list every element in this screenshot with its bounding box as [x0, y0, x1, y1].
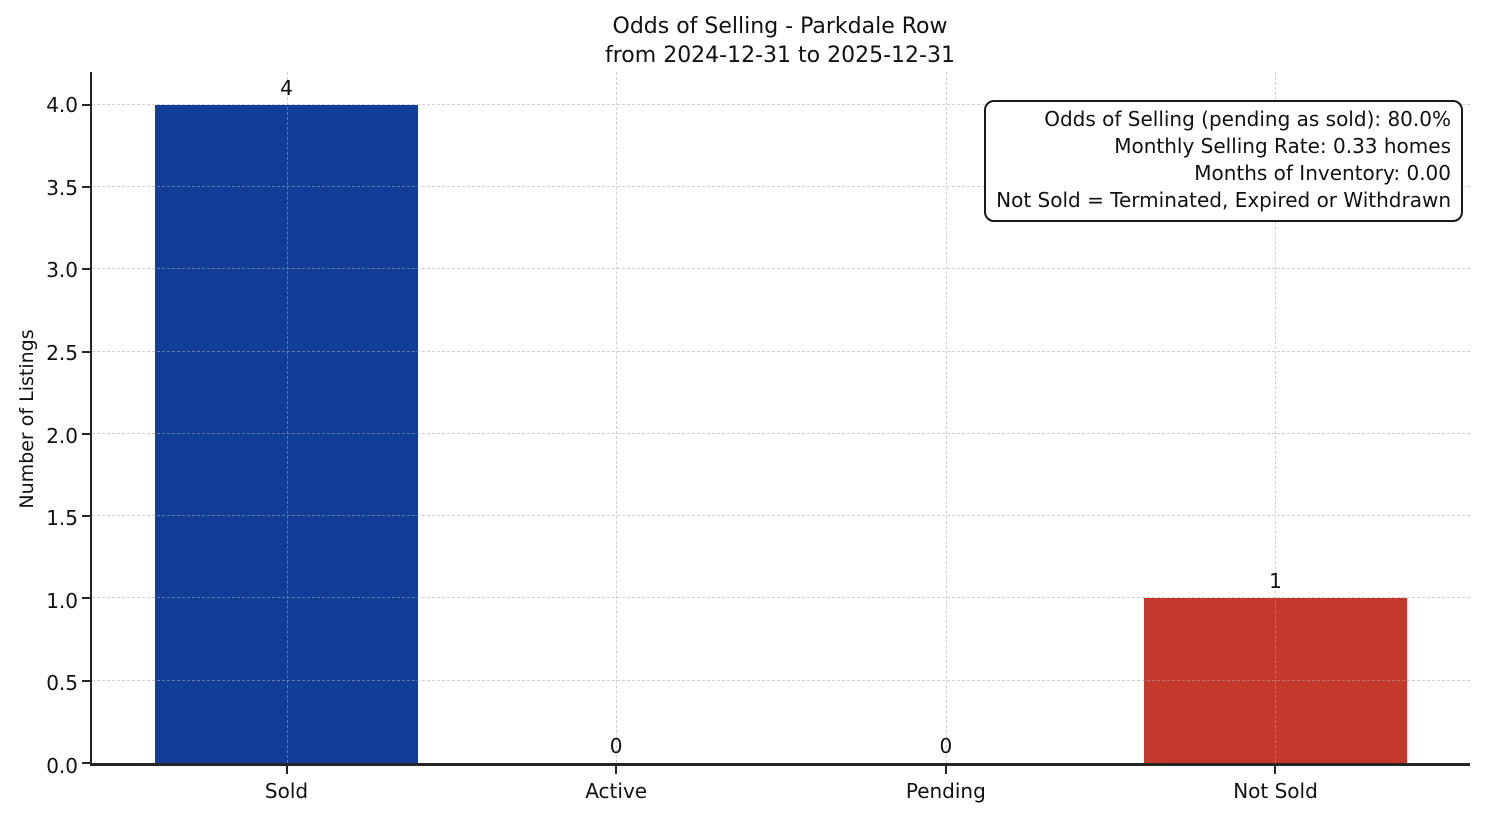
- y-tick-4.0: [82, 103, 90, 106]
- xtick-label-pending: Pending: [905, 779, 986, 803]
- ytick-label-4.0: 4.0: [46, 93, 78, 118]
- stat-monthly-selling-rate: Monthly Selling Rate: 0.33 homes: [1114, 134, 1451, 158]
- bar-value-label-pending: 0: [939, 734, 953, 758]
- x-tick-pending: [944, 766, 947, 774]
- stat-not-sold-definition: Not Sold = Terminated, Expired or Withdr…: [996, 188, 1451, 212]
- y-tick-0.0: [82, 762, 90, 764]
- ytick-label-2.5: 2.5: [46, 340, 78, 365]
- y-tick-3.0: [82, 268, 90, 271]
- xtick-label-not-sold: Not Sold: [1233, 779, 1318, 803]
- bar-value-label-active: 0: [609, 734, 623, 758]
- ytick-label-1.0: 1.0: [46, 588, 78, 613]
- ytick-label-2.0: 2.0: [46, 423, 78, 448]
- x-tick-sold: [285, 766, 288, 774]
- x-tick-active: [615, 766, 618, 774]
- gridline-vertical-active: [616, 72, 618, 763]
- xtick-label-active: Active: [585, 779, 648, 803]
- gridline-vertical-pending: [945, 72, 947, 763]
- y-tick-3.5: [82, 186, 90, 189]
- y-tick-0.5: [82, 679, 90, 682]
- ytick-label-3.0: 3.0: [46, 258, 78, 283]
- y-axis-tick-labels: 0.0 0.5 1.0 1.5 2.0 2.5 3.0 3.5 4.0: [0, 72, 78, 778]
- chart-title-block: Odds of Selling - Parkdale Row from 2024…: [90, 12, 1470, 70]
- ytick-label-3.5: 3.5: [46, 175, 78, 200]
- y-tick-2.5: [82, 350, 90, 353]
- y-tick-1.0: [82, 597, 90, 600]
- bar-sold: [154, 104, 419, 763]
- y-tick-1.5: [82, 515, 90, 518]
- xtick-label-sold: Sold: [264, 779, 309, 803]
- stats-annotation-box: Odds of Selling (pending as sold): 80.0%…: [984, 100, 1463, 222]
- x-tick-not-sold: [1274, 766, 1277, 774]
- ytick-label-1.5: 1.5: [46, 506, 78, 531]
- chart-title: Odds of Selling - Parkdale Row: [612, 14, 948, 39]
- y-tick-2.0: [82, 432, 90, 435]
- ytick-label-0.0: 0.0: [46, 754, 78, 778]
- stat-months-of-inventory: Months of Inventory: 0.00: [1194, 161, 1451, 185]
- bar-not-sold: [1143, 598, 1408, 763]
- bar-value-label-not-sold: 1: [1269, 569, 1282, 594]
- stat-odds-of-selling: Odds of Selling (pending as sold): 80.0%: [1044, 107, 1451, 131]
- chart-subtitle: from 2024-12-31 to 2025-12-31: [605, 43, 955, 68]
- ytick-label-0.5: 0.5: [46, 671, 78, 696]
- bar-value-label-sold: 4: [280, 75, 293, 100]
